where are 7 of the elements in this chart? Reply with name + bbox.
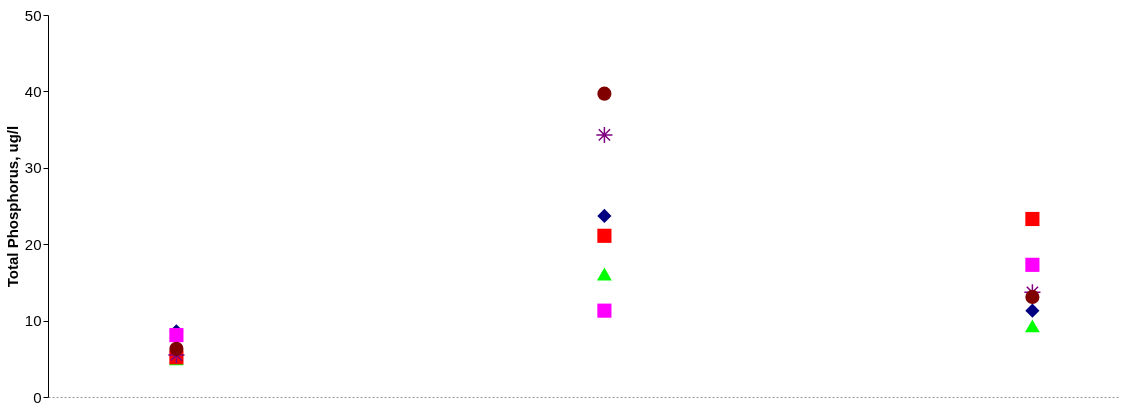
y-axis-title: Total Phosphorus, ug/l (3, 125, 21, 288)
y-tick-label: 10 (24, 312, 42, 330)
y-tick-label: 30 (24, 159, 42, 177)
y-tick-label: 20 (24, 235, 42, 253)
y-tick-label: 0 (33, 388, 42, 406)
y-tick-label: 50 (24, 6, 42, 24)
y-tick-label: 40 (24, 82, 42, 100)
